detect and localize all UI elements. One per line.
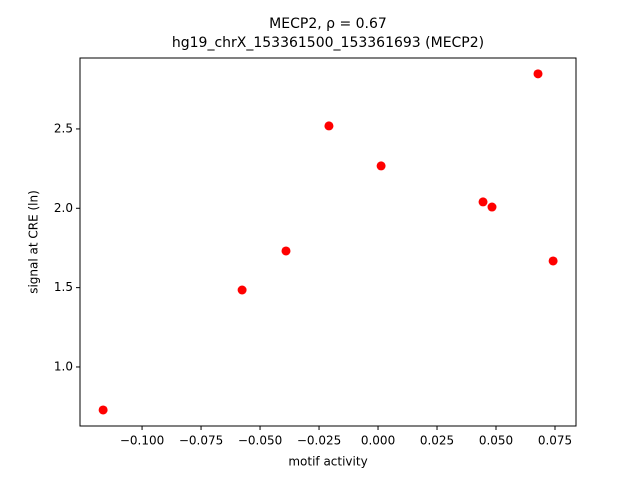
point: [533, 69, 543, 79]
point: [487, 202, 497, 212]
y-tick-label: 2.0: [54, 201, 73, 215]
x-tick-label: −0.050: [238, 434, 282, 448]
point: [98, 405, 108, 415]
point: [376, 161, 386, 171]
plot-frame: [79, 57, 577, 427]
point: [281, 246, 291, 256]
x-tick-label: −0.075: [179, 434, 223, 448]
x-tick-label: 0.075: [538, 434, 572, 448]
chart-subtitle: hg19_chrX_153361500_153361693 (MECP2): [172, 35, 484, 51]
point: [548, 256, 558, 266]
x-tick-label: 0.000: [361, 434, 395, 448]
point: [324, 121, 334, 131]
y-tick-label: 1.0: [54, 359, 73, 373]
x-axis-label: motif activity: [288, 455, 367, 469]
x-tick-label: 0.050: [479, 434, 513, 448]
y-tick-label: 2.5: [54, 121, 73, 135]
y-axis-label: signal at CRE (ln): [27, 190, 41, 294]
chart-title: MECP2, ρ = 0.67: [269, 16, 387, 32]
y-tick-label: 1.5: [54, 280, 73, 294]
x-tick-label: −0.025: [297, 434, 341, 448]
point: [478, 197, 488, 207]
x-tick-label: −0.100: [120, 434, 164, 448]
point: [237, 285, 247, 295]
x-tick-label: 0.025: [420, 434, 454, 448]
